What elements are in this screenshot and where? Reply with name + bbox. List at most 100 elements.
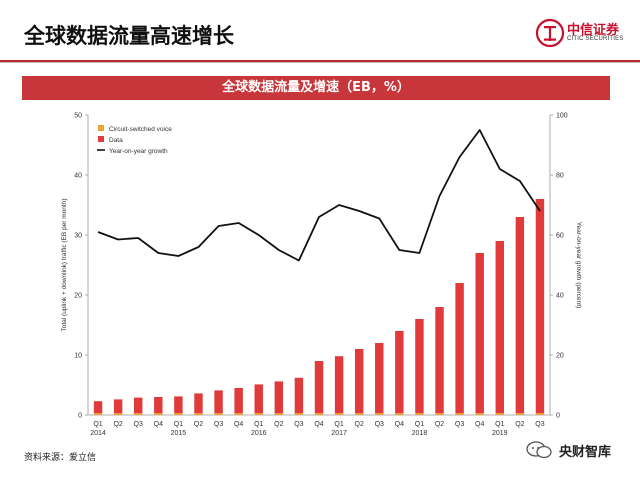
voice-bar [194,413,203,415]
voice-bar [515,413,525,415]
data-bar [93,401,103,414]
legend-swatch-voice [98,125,104,131]
legend-label-voice: Circuit-switched voice [109,126,172,133]
data-bar [495,241,505,414]
source-note: 资料来源：爱立信 [24,453,97,463]
header-rule [0,60,640,64]
voice-bar [435,413,444,415]
chart-title: 全球数据流量及增速（EB，%） [22,76,610,100]
x-tick-label: Q2 [355,421,364,428]
data-bar [455,283,464,414]
legend-label-data: Data [109,137,123,144]
data-bar [314,361,324,414]
data-bar [375,343,384,414]
growth-line [97,129,541,262]
x-tick-label: Q1 [254,421,263,428]
x-tick-label: Q4 [475,421,484,428]
x-tick-label: Q2 [113,421,122,428]
data-bar [354,349,364,414]
left-axis-title: Total (uplink + downlink) traffic (EB pe… [61,198,68,331]
right-axis-title: Year-on-year growth (percent) [575,222,582,308]
x-year-label: 2015 [171,430,187,437]
left-tick-label: 10 [74,353,82,360]
x-year-label: 2019 [492,430,508,437]
voice-bar [475,413,484,415]
data-bar [154,397,163,414]
voice-bar [535,413,545,415]
x-year-label: 2016 [251,430,267,437]
x-tick-label: Q3 [294,421,303,428]
data-bar [535,199,545,414]
x-year-label: 2018 [412,430,428,437]
voice-bar [495,413,505,415]
legend-label-growth: Year-on-year growth [109,148,168,155]
data-bar [395,331,404,414]
x-tick-label: Q1 [93,421,102,428]
data-bar [334,356,344,414]
voice-bar [214,413,223,415]
voice-bar [133,413,143,415]
right-tick-label: 100 [556,113,568,120]
right-tick-label: 0 [556,413,560,420]
x-year-label: 2014 [90,430,106,437]
data-bar [133,397,143,414]
voice-bar [415,413,424,415]
x-tick-label: Q1 [334,421,343,428]
x-tick-label: Q1 [174,421,183,428]
x-tick-label: Q2 [435,421,444,428]
x-tick-label: Q3 [134,421,143,428]
data-bar [254,384,263,414]
voice-bar [93,413,103,415]
right-tick-label: 60 [556,233,564,240]
voice-bar [354,413,364,415]
voice-bar [274,413,284,415]
logo-text-en: CITIC SECURITIES [567,36,624,42]
data-bar [515,217,525,414]
right-tick-label: 80 [556,173,564,180]
left-tick-label: 0 [78,413,82,420]
voice-bar [174,413,183,415]
x-tick-label: Q3 [535,421,544,428]
data-bar [294,377,304,414]
voice-bar [455,413,464,415]
data-bar [415,319,424,414]
slide-title: 全球数据流量高速增长 [24,24,234,48]
voice-bar [314,413,324,415]
x-tick-label: Q2 [274,421,283,428]
data-bar [214,390,223,414]
left-tick-label: 30 [74,233,82,240]
x-tick-label: Q2 [194,421,203,428]
x-tick-label: Q1 [415,421,424,428]
voice-bar [375,413,384,415]
voice-bar [294,413,304,415]
x-tick-label: Q4 [314,421,323,428]
watermark-text: 央财智库 [559,445,612,460]
x-tick-label: Q3 [455,421,464,428]
x-tick-label: Q1 [495,421,504,428]
left-tick-label: 20 [74,293,82,300]
left-tick-label: 40 [74,173,82,180]
citic-logo: 中信证券 CITIC SECURITIES [535,18,633,48]
watermark: 央财智库 [525,440,629,460]
left-tick-label: 50 [74,113,82,120]
data-bar [194,393,203,414]
data-bar [475,253,484,414]
data-bar [274,381,284,414]
voice-bar [334,413,344,415]
data-bar [174,396,183,414]
citic-logo-icon [535,18,565,48]
x-tick-label: Q4 [234,421,243,428]
legend-swatch-data [98,136,104,142]
x-tick-label: Q4 [395,421,404,428]
voice-bar [234,413,243,415]
x-tick-label: Q2 [515,421,524,428]
x-year-label: 2017 [331,430,347,437]
right-tick-label: 40 [556,293,564,300]
wechat-icon [526,441,552,459]
data-bar [435,307,444,414]
logo-text-cn: 中信证券 [567,23,620,38]
right-tick-label: 20 [556,353,564,360]
data-bar [234,388,243,414]
voice-bar [113,413,123,415]
